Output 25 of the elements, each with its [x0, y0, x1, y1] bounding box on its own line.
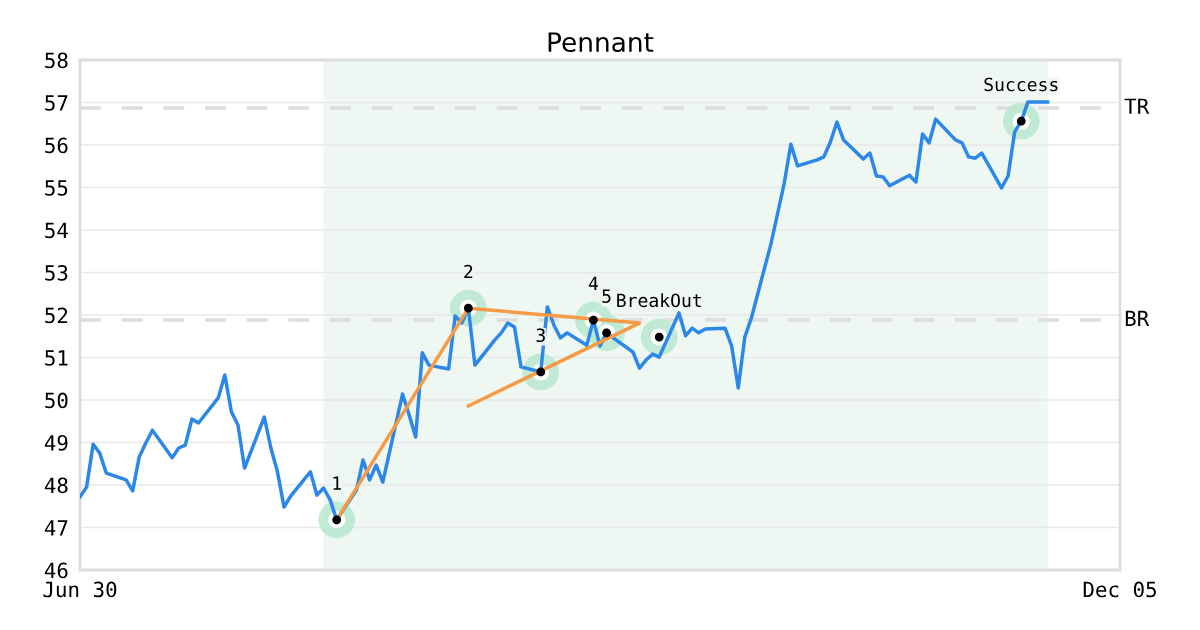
chart-title: Pennant — [548, 32, 654, 53]
y-tick-label: 46 — [44, 562, 68, 579]
y-tick-label: 53 — [45, 265, 68, 281]
y-tick-label: 54 — [45, 222, 68, 239]
annotation: 4 — [588, 276, 598, 290]
annotation: 1 — [333, 476, 341, 490]
y-tick-label: 49 — [44, 435, 68, 451]
y-tick-label: 52 — [45, 307, 68, 324]
y-tick-label: 50 — [45, 392, 68, 409]
annotation: 5 — [602, 289, 611, 303]
ref-line-label: BR — [1125, 310, 1150, 326]
annotation: 2 — [464, 264, 473, 279]
y-tick-label: 55 — [45, 180, 68, 196]
y-tick-label: 48 — [44, 477, 68, 494]
y-tick-label: 47 — [44, 520, 68, 536]
y-tick-label: 56 — [45, 137, 68, 154]
y-tick-label: 51 — [45, 350, 68, 366]
annotation: Success — [984, 77, 1058, 92]
ref-line-label: TR — [1124, 98, 1150, 114]
x-tick-label: Dec 05 — [1083, 581, 1156, 598]
y-tick-label: 57 — [45, 95, 68, 111]
annotation: 3 — [536, 328, 545, 343]
y-tick-label: 58 — [45, 52, 68, 69]
annotation: BreakOut — [617, 293, 701, 308]
x-tick-label: Jun 30 — [43, 581, 117, 598]
